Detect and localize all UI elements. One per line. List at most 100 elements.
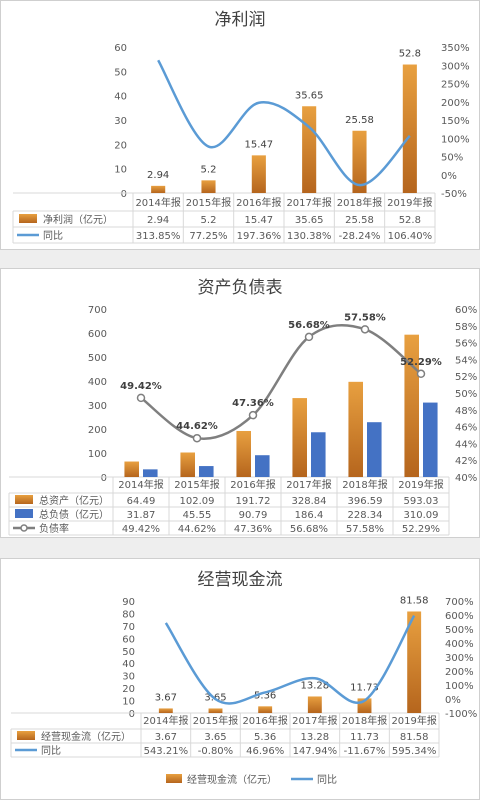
table-cell: -0.80% <box>198 746 233 757</box>
series-line <box>140 323 422 440</box>
cash-flow-panel: 经营现金流 0 10 20 30 40 50 60 70 80 90 -100% 0% 100% 200% 3… <box>0 558 480 800</box>
value-bar <box>407 611 422 713</box>
value-bar <box>352 130 367 193</box>
line-marker <box>360 325 370 334</box>
table-cell: 13.28 <box>301 732 330 743</box>
table-cell: 25.58 <box>345 215 374 226</box>
y-tick-label: 40 <box>122 659 135 670</box>
bar-data-label: 25.58 <box>345 115 374 126</box>
value-bar <box>302 106 317 193</box>
y-tick-label: 90 <box>122 597 135 608</box>
y2-tick-label: 52% <box>455 372 477 383</box>
y2-tick-label: 54% <box>455 355 477 366</box>
table-cell: 35.65 <box>295 215 324 226</box>
value-bar <box>251 155 266 193</box>
category-label: 2016年报 <box>236 196 281 209</box>
category-label: 2015年报 <box>193 714 238 727</box>
y2-tick-label: 200% <box>441 98 470 109</box>
category-label: 2018年报 <box>342 478 387 491</box>
bar-data-label: 13.28 <box>301 680 330 691</box>
bar-data-label: 81.58 <box>400 595 429 606</box>
y2-tick-label: 250% <box>441 80 470 91</box>
value-bar <box>151 185 166 193</box>
value-bar <box>208 708 223 713</box>
y2-tick-label: 350% <box>441 43 470 54</box>
table-cell: 3.65 <box>204 732 226 743</box>
legend-swatch-bar <box>15 495 33 504</box>
y2-tick-label: 60% <box>455 305 477 316</box>
y2-tick-label: 300% <box>441 61 470 72</box>
y-tick-label: 50 <box>122 647 135 658</box>
bar-data-label: 15.47 <box>245 139 274 150</box>
bar-data-label: 52.8 <box>399 49 421 60</box>
liability-bar <box>423 402 438 477</box>
liability-bar <box>143 469 158 477</box>
y-tick-label: 0 <box>129 709 135 720</box>
category-label: 2018年报 <box>342 714 387 727</box>
category-label: 2016年报 <box>230 478 275 491</box>
value-bar <box>348 381 363 477</box>
y2-tick-label: 50% <box>455 389 477 400</box>
category-label: 2019年报 <box>391 714 436 727</box>
category-label: 2015年报 <box>174 478 219 491</box>
y2-tick-label: 0% <box>441 171 457 182</box>
table-cell: 310.09 <box>404 510 439 521</box>
legend-label: 同比 <box>317 774 337 786</box>
category-label: 2015年报 <box>186 196 231 209</box>
table-cell: 328.84 <box>292 496 327 507</box>
category-label: 2019年报 <box>387 196 432 209</box>
table-cell: 46.96% <box>246 746 284 757</box>
table-cell: 543.21% <box>144 746 189 757</box>
y2-tick-label: 48% <box>455 406 477 417</box>
y-tick-label: 30 <box>114 116 127 127</box>
chart-title: 经营现金流 <box>198 570 283 590</box>
table-cell: 595.34% <box>392 746 437 757</box>
y-tick-label: 30 <box>122 672 135 683</box>
series-line <box>157 59 411 187</box>
legend-swatch-bar <box>17 731 35 740</box>
table-cell: 77.25% <box>189 231 227 242</box>
category-label: 2018年报 <box>337 196 382 209</box>
table-cell: 186.4 <box>295 510 324 521</box>
category-label: 2019年报 <box>398 478 443 491</box>
y2-tick-label: 600% <box>445 611 474 622</box>
table-cell: 90.79 <box>239 510 268 521</box>
y-tick-label: 20 <box>122 684 135 695</box>
bar-data-label: 5.36 <box>254 690 276 701</box>
value-bar <box>292 398 307 477</box>
line-data-label: 47.36% <box>232 398 274 409</box>
y2-tick-label: 0% <box>445 695 461 706</box>
table-cell: 57.58% <box>346 524 384 535</box>
line-marker <box>304 332 314 342</box>
y-tick-label: 400 <box>88 377 107 388</box>
y2-tick-label: 40% <box>455 473 477 484</box>
line-data-label: 49.42% <box>120 381 162 392</box>
series-name: 总资产（亿元） <box>39 494 109 507</box>
table-cell: 31.87 <box>127 510 156 521</box>
y2-tick-label: 42% <box>455 456 477 467</box>
y-tick-label: 700 <box>88 305 107 316</box>
y-tick-label: 60 <box>122 634 135 645</box>
category-label: 2016年报 <box>242 714 287 727</box>
table-cell: 15.47 <box>245 215 274 226</box>
category-label: 2014年报 <box>143 714 188 727</box>
bar-data-label: 35.65 <box>295 90 324 101</box>
table-cell: 228.34 <box>348 510 383 521</box>
table-cell: 52.8 <box>399 215 421 226</box>
table-cell: 5.36 <box>254 732 276 743</box>
series-line <box>164 615 416 705</box>
y2-tick-label: 500% <box>445 625 474 636</box>
chart-title: 净利润 <box>215 10 266 30</box>
y2-tick-label: 200% <box>445 667 474 678</box>
y-tick-label: 20 <box>114 140 127 151</box>
line-marker <box>136 393 146 403</box>
y-tick-label: 300 <box>88 401 107 412</box>
line-data-label: 56.68% <box>288 320 330 331</box>
value-bar <box>201 180 216 193</box>
line-marker <box>248 410 258 420</box>
y2-tick-label: 400% <box>445 639 474 650</box>
y-tick-label: 100 <box>88 449 107 460</box>
liability-bar <box>367 422 382 477</box>
y2-tick-label: 58% <box>455 322 477 333</box>
value-bar <box>307 696 322 713</box>
